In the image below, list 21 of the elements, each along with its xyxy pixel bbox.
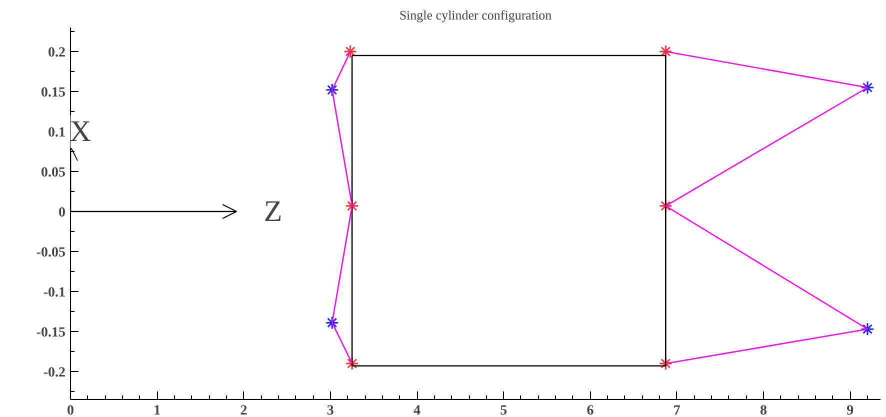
y-tick-label: 0 xyxy=(58,206,66,220)
x-tick-label: 2 xyxy=(240,404,248,417)
chart-title: Single cylinder configuration xyxy=(399,8,552,22)
x-tick-label: 9 xyxy=(846,404,854,417)
x-tick-label: 5 xyxy=(500,404,508,417)
y-tick-label: 0.1 xyxy=(48,126,66,140)
x-tick-label: 4 xyxy=(414,404,421,417)
y-tick-label: 0.15 xyxy=(41,86,66,100)
y-tick-label: -0.05 xyxy=(36,246,66,260)
y-tick-label: -0.1 xyxy=(43,286,66,300)
annotation: Z xyxy=(264,195,282,228)
x-tick-label: 6 xyxy=(586,404,594,417)
x-tick-label: 7 xyxy=(673,404,680,417)
x-tick-label: 3 xyxy=(326,404,334,417)
annotation: X xyxy=(70,115,92,148)
y-tick-label: -0.2 xyxy=(43,366,66,380)
x-tick-label: 1 xyxy=(154,404,161,417)
x-tick-label: 8 xyxy=(760,404,768,417)
y-tick-label: 0.2 xyxy=(48,46,66,60)
y-tick-label: -0.15 xyxy=(36,326,66,340)
y-tick-label: 0.05 xyxy=(41,166,66,180)
